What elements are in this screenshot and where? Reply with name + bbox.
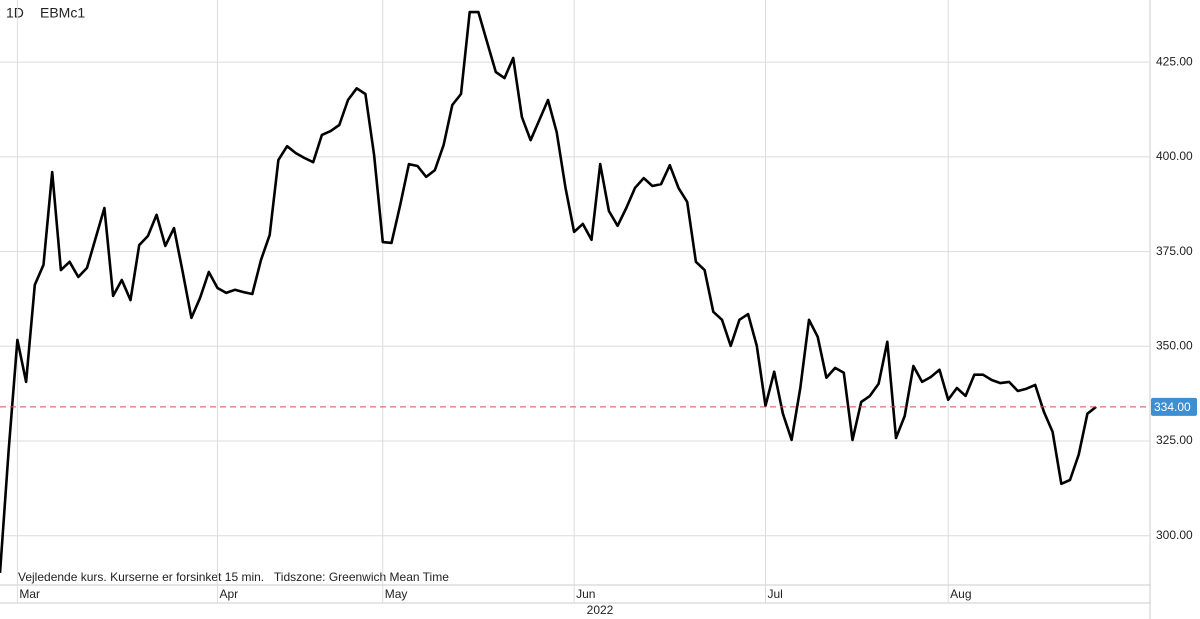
interval: 1D (6, 5, 24, 21)
x-tick-label: Mar (19, 587, 40, 601)
y-tick-label: 375.00 (1156, 244, 1193, 258)
y-tick-label: 325.00 (1156, 433, 1193, 447)
x-tick-label: Jul (768, 587, 783, 601)
last-value-label: 334.00 (1154, 400, 1191, 414)
price-line (0, 10, 1097, 573)
y-tick-label: 425.00 (1156, 54, 1193, 68)
y-tick-label: 350.00 (1156, 338, 1193, 352)
x-tick-label: Jun (576, 587, 595, 601)
note: Vejledende kurs. Kurserne er forsinket 1… (18, 570, 449, 584)
y-tick-label: 400.00 (1156, 149, 1193, 163)
last-value-box (1151, 397, 1197, 416)
x-tick-label: Apr (219, 587, 238, 601)
year-label: 2022 (587, 603, 614, 617)
x-tick-label: May (385, 587, 408, 601)
y-tick-label: 300.00 (1156, 528, 1193, 542)
symbol: EBMc1 (40, 5, 85, 21)
x-tick-label: Aug (950, 587, 971, 601)
